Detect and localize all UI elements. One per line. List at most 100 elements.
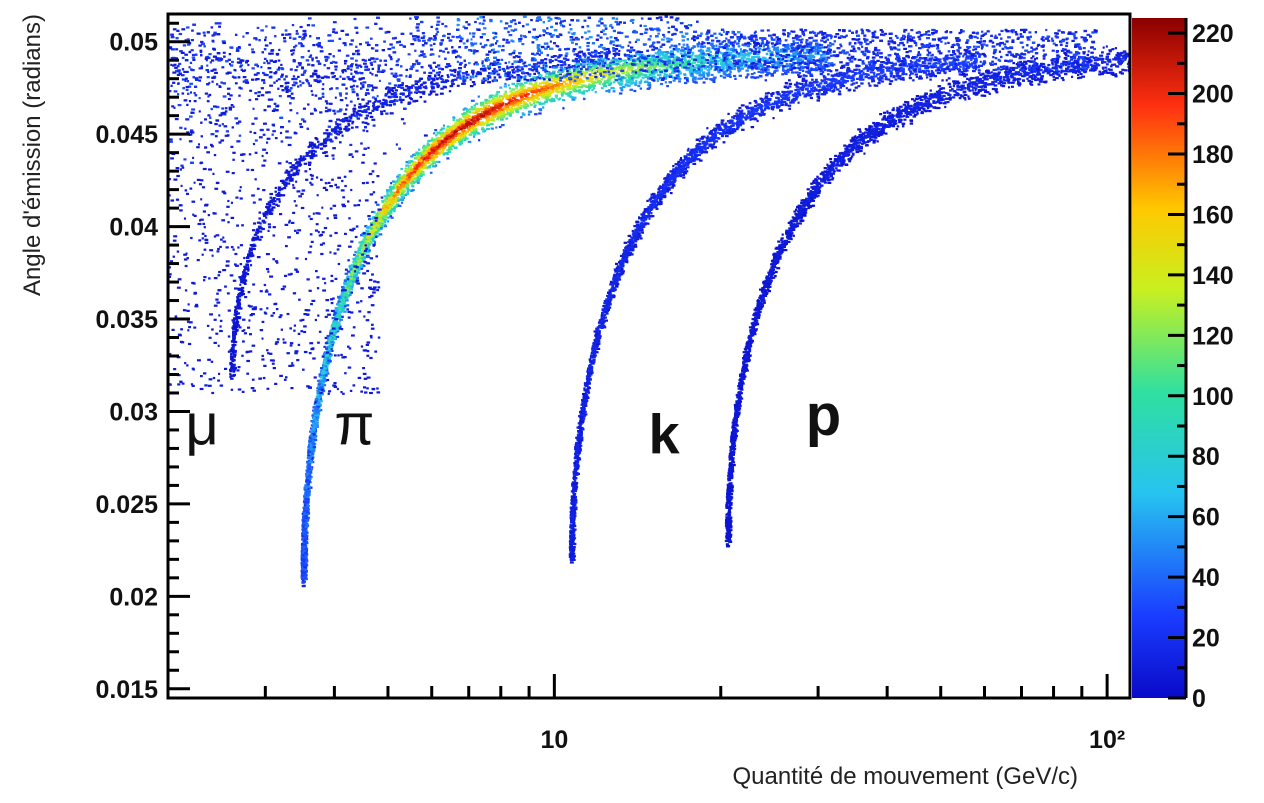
band-cell-0 bbox=[317, 140, 320, 143]
band-cell-1 bbox=[440, 131, 445, 135]
band-cell-1 bbox=[605, 59, 608, 62]
band-cell-1 bbox=[745, 57, 750, 60]
band-cell-1 bbox=[442, 124, 445, 127]
band-cell-1 bbox=[357, 262, 361, 266]
band-cell-0 bbox=[498, 76, 502, 79]
band-cell-1 bbox=[400, 201, 404, 204]
band-cell-1 bbox=[738, 74, 742, 77]
band-cell-0 bbox=[480, 67, 485, 70]
band-cell-0 bbox=[237, 312, 241, 315]
band-cell-1 bbox=[383, 195, 388, 198]
band-cell-0 bbox=[465, 70, 468, 74]
band-cell-0 bbox=[233, 340, 238, 344]
band-cell-0 bbox=[241, 293, 245, 296]
band-cell-0 bbox=[336, 118, 340, 121]
band-cell-0 bbox=[247, 269, 250, 272]
band-cell-0 bbox=[252, 247, 256, 251]
band-cell-0 bbox=[412, 100, 417, 103]
band-cell-1 bbox=[447, 148, 451, 151]
band-cell-1 bbox=[504, 113, 508, 116]
band-cell-1 bbox=[709, 59, 712, 63]
band-cell-0 bbox=[556, 63, 560, 67]
band-cell-1 bbox=[547, 74, 551, 77]
band-cell-0 bbox=[431, 83, 436, 86]
band-cell-1 bbox=[673, 64, 678, 67]
band-cell-1 bbox=[503, 107, 506, 110]
band-cell-0 bbox=[371, 109, 375, 112]
band-cell-1 bbox=[486, 127, 490, 131]
band-cell-1 bbox=[495, 93, 499, 96]
band-cell-1 bbox=[600, 87, 604, 90]
band-cell-0 bbox=[267, 201, 271, 204]
band-cell-1 bbox=[390, 182, 393, 185]
band-cell-0 bbox=[231, 340, 235, 343]
band-cell-1 bbox=[588, 83, 591, 86]
band-cell-0 bbox=[366, 108, 370, 111]
band-cell-1 bbox=[499, 86, 503, 89]
band-cell-0 bbox=[400, 92, 405, 95]
band-cell-1 bbox=[636, 76, 640, 79]
band-cell-1 bbox=[695, 64, 698, 67]
band-cell-1 bbox=[717, 50, 721, 53]
band-cell-1 bbox=[581, 84, 585, 87]
band-cell-0 bbox=[271, 198, 275, 201]
band-cell-0 bbox=[345, 108, 348, 111]
band-cell-0 bbox=[233, 350, 236, 353]
band-cell-0 bbox=[381, 104, 384, 107]
band-cell-0 bbox=[247, 253, 250, 256]
band-cell-0 bbox=[229, 355, 234, 358]
band-cell-1 bbox=[492, 97, 496, 100]
band-cell-1 bbox=[421, 170, 425, 173]
band-cell-0 bbox=[516, 65, 520, 68]
band-cell-0 bbox=[324, 139, 329, 142]
band-cell-0 bbox=[351, 120, 355, 123]
band-cell-1 bbox=[450, 142, 455, 146]
band-cell-1 bbox=[323, 384, 327, 387]
band-cell-1 bbox=[552, 77, 557, 81]
band-cell-1 bbox=[801, 38, 804, 41]
band-cell-1 bbox=[591, 65, 595, 68]
band-cell-1 bbox=[644, 65, 647, 68]
band-cell-0 bbox=[586, 60, 589, 63]
band-cell-1 bbox=[613, 81, 616, 84]
band-cell-0 bbox=[504, 61, 507, 65]
band-cell-1 bbox=[649, 59, 653, 62]
band-cell-0 bbox=[572, 48, 577, 51]
band-cell-1 bbox=[594, 91, 597, 94]
band-cell-1 bbox=[818, 63, 822, 66]
band-cell-1 bbox=[372, 240, 376, 243]
band-cell-1 bbox=[339, 298, 342, 301]
band-cell-0 bbox=[384, 100, 388, 103]
band-cell-1 bbox=[733, 33, 737, 36]
band-cell-0 bbox=[243, 269, 246, 272]
band-cell-1 bbox=[721, 40, 724, 43]
band-cell-1 bbox=[515, 87, 518, 90]
band-cell-1 bbox=[630, 66, 633, 69]
band-cell-1 bbox=[701, 49, 704, 52]
band-cell-1 bbox=[588, 89, 591, 92]
band-cell-1 bbox=[766, 68, 770, 71]
band-cell-0 bbox=[231, 357, 234, 360]
band-cell-1 bbox=[572, 96, 577, 99]
band-cell-1 bbox=[564, 82, 568, 85]
band-cell-0 bbox=[450, 80, 454, 83]
band-cell-0 bbox=[290, 179, 294, 182]
band-cell-1 bbox=[773, 71, 777, 74]
band-cell-1 bbox=[603, 85, 607, 88]
band-cell-1 bbox=[802, 74, 806, 77]
band-cell-0 bbox=[232, 334, 236, 337]
band-cell-1 bbox=[558, 87, 562, 90]
band-cell-0 bbox=[302, 155, 306, 158]
band-cell-1 bbox=[420, 174, 423, 177]
band-cell-1 bbox=[306, 503, 310, 506]
band-cell-0 bbox=[505, 78, 509, 81]
band-cell-1 bbox=[799, 65, 804, 68]
band-cell-1 bbox=[612, 87, 615, 90]
band-cell-0 bbox=[421, 83, 424, 86]
band-cell-1 bbox=[551, 88, 554, 91]
band-cell-0 bbox=[389, 104, 392, 107]
band-cell-0 bbox=[394, 89, 398, 92]
band-cell-1 bbox=[390, 199, 394, 202]
band-cell-0 bbox=[471, 69, 475, 72]
band-cell-0 bbox=[347, 122, 350, 126]
